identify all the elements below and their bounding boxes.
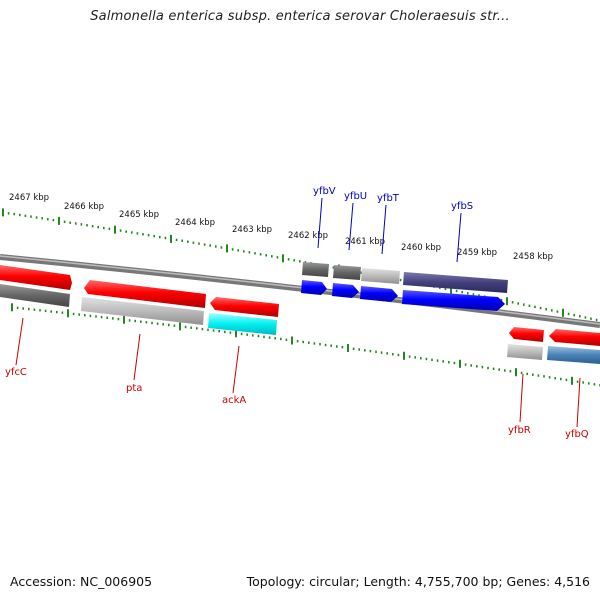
reverse-gene-track-right	[507, 327, 600, 364]
gene-feature-yfbQ-cds[interactable]	[547, 346, 600, 364]
topology-text: Topology: circular; Length: 4,755,700 bp…	[246, 574, 590, 589]
gene-feature-yfcC-cds[interactable]	[0, 284, 70, 307]
gene-arrow-pta[interactable]	[84, 280, 206, 308]
ruler-label: 2458 kbp	[513, 252, 553, 262]
gene-label-yfcC[interactable]: yfcC	[5, 367, 27, 378]
gene-label-pta[interactable]: pta	[126, 383, 142, 394]
ruler-label: 2460 kbp	[401, 243, 441, 253]
gene-feature-yfbR-cds[interactable]	[507, 344, 543, 360]
leader-line	[15, 317, 24, 366]
reverse-gene-labels: yfcC pta ackA yfbR yfbQ	[5, 317, 589, 440]
genome-backbone-highlight	[0, 255, 600, 325]
ruler-label: 2463 kbp	[232, 225, 272, 235]
gene-label-yfbS[interactable]: yfbS	[451, 201, 473, 212]
forward-gene-labels: yfbV yfbU yfbT yfbS	[313, 186, 473, 263]
ruler-label: 2459 kbp	[457, 248, 497, 258]
leader-line	[519, 373, 524, 423]
ruler-label: 2465 kbp	[119, 210, 159, 220]
gene-label-yfbV[interactable]: yfbV	[313, 186, 336, 197]
leader-line	[133, 333, 141, 381]
gene-label-yfbU[interactable]: yfbU	[344, 191, 367, 202]
genome-title: Salmonella enterica subsp. enterica sero…	[90, 9, 510, 24]
reverse-gene-track	[0, 265, 279, 335]
gene-label-yfbR[interactable]: yfbR	[508, 425, 531, 436]
leader-line	[456, 212, 462, 263]
leader-line	[232, 345, 240, 394]
leader-line	[576, 377, 581, 428]
gene-arrow-yfbV[interactable]	[301, 280, 327, 295]
gene-label-ackA[interactable]: ackA	[222, 395, 246, 406]
gene-arrow-ackA[interactable]	[210, 297, 279, 317]
gene-feature-yfbT-cds[interactable]	[361, 268, 400, 284]
ruler-label: 2466 kbp	[64, 202, 104, 212]
leader-line	[317, 197, 323, 249]
gene-arrow-yfbT[interactable]	[360, 286, 398, 302]
gene-arrow-yfbU[interactable]	[332, 283, 359, 298]
leader-line	[348, 202, 354, 251]
leader-line	[381, 204, 387, 255]
forward-gene-track	[301, 262, 508, 311]
gene-label-yfbQ[interactable]: yfbQ	[565, 429, 589, 440]
ruler-labels: 2467 kbp 2466 kbp 2465 kbp 2464 kbp 2463…	[9, 193, 553, 262]
gene-arrow-yfbS[interactable]	[402, 290, 505, 311]
ruler-label: 2462 kbp	[288, 231, 328, 241]
ruler-ticks-inner	[11, 303, 600, 387]
gene-arrow-yfbQ[interactable]	[549, 329, 600, 346]
genome-backbone	[0, 254, 600, 328]
gene-arrow-yfbR[interactable]	[509, 327, 544, 342]
gene-feature-yfbV-cds[interactable]	[302, 262, 329, 277]
gene-feature-ackA-cds[interactable]	[208, 313, 277, 335]
ruler-label: 2464 kbp	[175, 218, 215, 228]
gene-feature-yfbU-cds[interactable]	[333, 265, 361, 280]
accession-text: Accession: NC_006905	[10, 574, 153, 589]
gene-feature-yfbS-cds[interactable]	[403, 272, 508, 293]
gene-feature-pta-cds[interactable]	[81, 297, 204, 325]
ruler-label: 2467 kbp	[9, 193, 49, 203]
gene-arrow-yfcC[interactable]	[0, 265, 72, 290]
ruler-label: 2461 kbp	[345, 237, 385, 247]
gene-label-yfbT[interactable]: yfbT	[377, 193, 400, 204]
